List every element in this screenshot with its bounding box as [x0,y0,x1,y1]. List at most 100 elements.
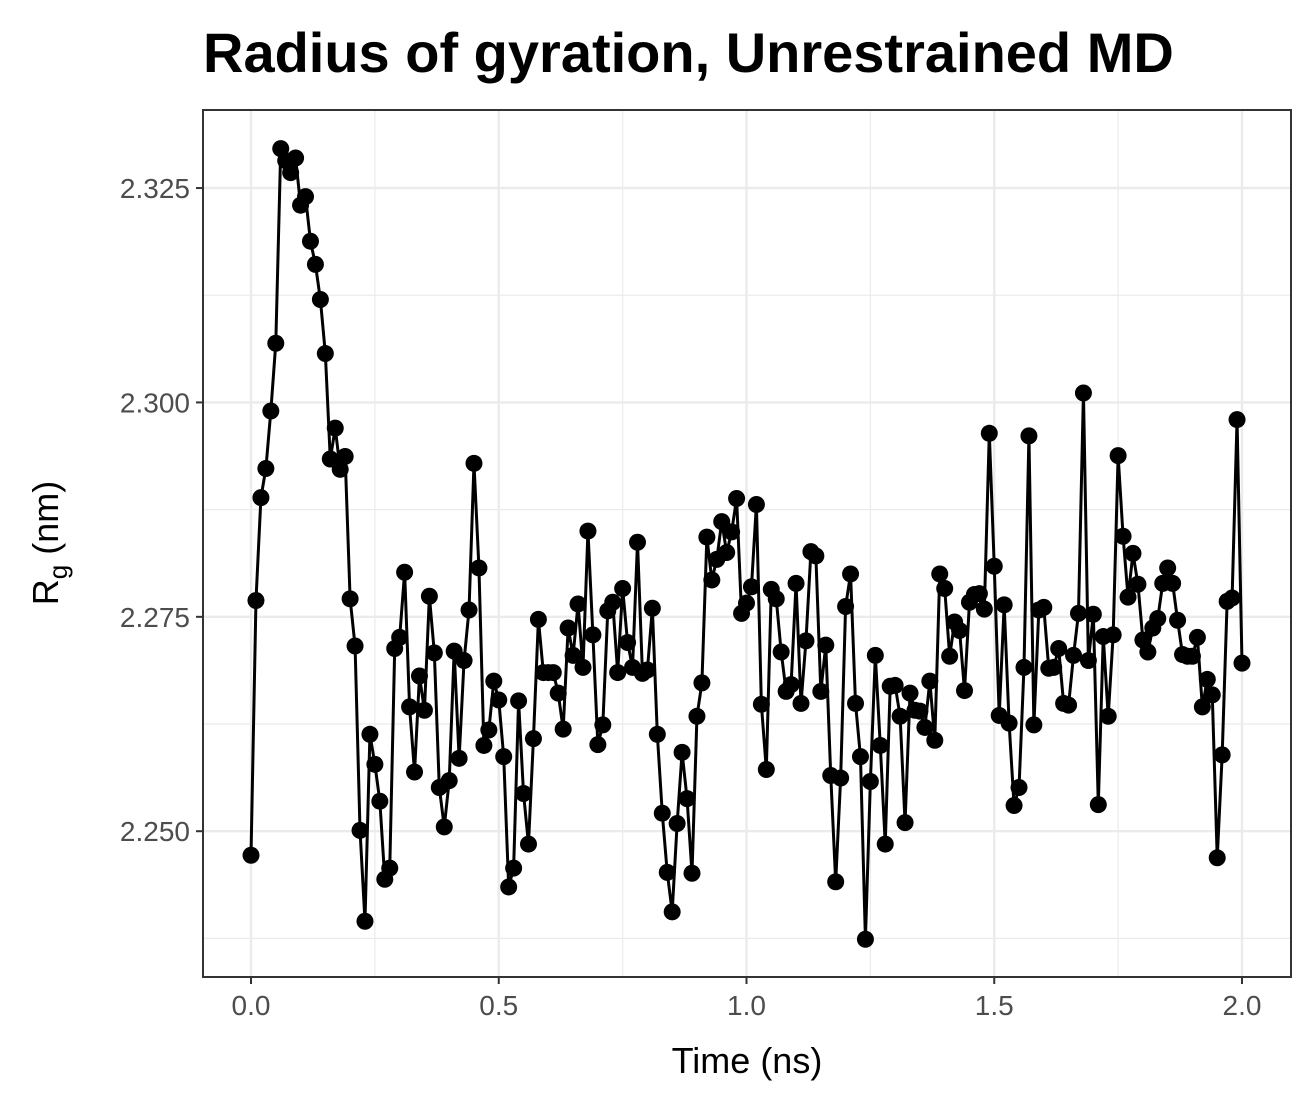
point [242,846,260,864]
point [851,748,869,766]
point [609,664,627,682]
point [1188,628,1206,646]
point [837,598,855,616]
point [306,255,324,273]
point [450,749,468,767]
point [1015,658,1033,676]
point [782,676,800,694]
point [1099,707,1117,725]
point [812,682,830,700]
point [980,424,998,442]
point [475,736,493,754]
panel-border [202,109,1292,978]
point [515,784,533,802]
point [847,694,865,712]
point [718,544,736,562]
point [856,930,874,948]
point [440,772,458,790]
point [311,291,329,309]
point [594,716,612,734]
point [767,590,785,608]
point [941,647,959,665]
point [738,594,756,612]
point [425,644,443,662]
point [1000,714,1018,732]
point [252,489,270,507]
point [381,859,399,877]
point [678,790,696,808]
point [356,912,374,930]
point [817,636,835,654]
point [510,692,528,710]
point [524,730,542,748]
point [1035,598,1053,616]
point [366,755,384,773]
point [1164,574,1182,592]
point [723,523,741,541]
y-tick-label: 2.300 [120,387,190,418]
point [1124,544,1142,562]
point [1109,447,1127,465]
point [331,460,349,478]
point [559,619,577,637]
point [926,731,944,749]
point [648,725,666,743]
point [579,522,597,540]
point [455,652,473,670]
x-tick-label: 2.0 [1223,990,1262,1021]
point [728,489,746,507]
point [792,694,810,712]
x-tick-label: 0.5 [479,990,518,1021]
point [420,587,438,605]
point [936,580,954,598]
point [297,188,315,206]
point [529,610,547,628]
point [614,580,632,598]
y-axis-label: Rg (nm) [25,481,73,605]
point [663,903,681,921]
point [797,632,815,650]
point [1074,384,1092,402]
point [752,695,770,713]
point [1183,647,1201,665]
point [406,763,424,781]
point [1228,411,1246,429]
x-tick-label: 0.0 [232,990,271,1021]
point [361,725,379,743]
point [1020,427,1038,445]
x-tick-label: 1.0 [727,990,766,1021]
point [341,590,359,608]
point [1139,643,1157,661]
point [480,721,498,739]
point [693,674,711,692]
point [956,682,974,700]
x-axis-label: Time (ns) [672,1040,823,1081]
point [703,571,721,589]
point [316,345,334,363]
point [336,447,354,465]
point [282,164,300,182]
point [470,559,488,577]
point [1045,658,1063,676]
point [391,628,409,646]
point [490,691,508,709]
point [951,622,969,640]
point [1069,604,1087,622]
point [564,646,582,664]
point [653,804,671,822]
point [346,637,364,655]
point [742,578,760,596]
point [569,595,587,613]
point [1198,670,1216,688]
point [896,814,914,832]
point [698,528,716,546]
point [549,684,567,702]
point [247,592,265,610]
point [861,772,879,790]
point [519,835,537,853]
point [901,684,919,702]
point [495,748,513,766]
point [1129,575,1147,593]
